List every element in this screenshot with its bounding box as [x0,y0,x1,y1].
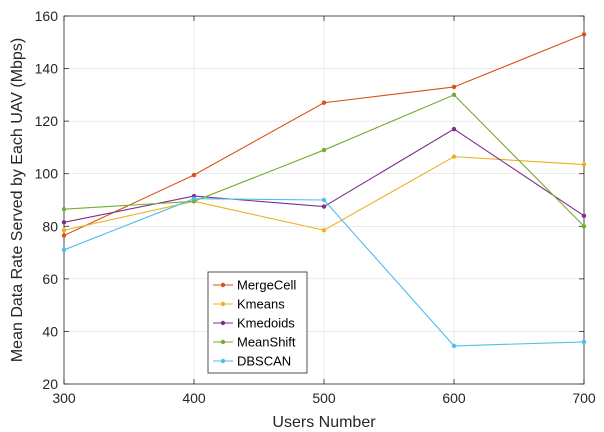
y-tick-label: 100 [35,166,59,182]
x-tick-label: 600 [442,390,466,406]
data-point-meanshift [61,207,67,212]
data-point-mergecell [191,172,197,178]
legend-label-dbscan: DBSCAN [237,354,291,369]
data-point-kmeans [451,154,457,159]
y-tick-label: 160 [35,8,59,24]
series-group [61,32,587,349]
data-point-kmedoids [451,126,457,132]
x-axis-label: Users Number [272,414,376,431]
data-point-kmedoids [61,220,67,225]
data-point-dbscan [321,197,327,203]
data-point-mergecell [61,233,67,238]
legend-marker-mergecell [220,282,226,288]
data-point-dbscan [451,343,457,349]
y-axis-label: Mean Data Rate Served by Each UAV (Mbps) [9,38,26,362]
data-point-mergecell [321,100,327,105]
y-tick-label: 20 [42,376,58,392]
legend-marker-dbscan [220,358,226,364]
legend-label-kmedoids: Kmedoids [237,316,295,331]
legend-label-kmeans: Kmeans [237,297,285,312]
data-point-kmeans [581,162,587,167]
data-point-dbscan [581,339,587,345]
data-point-mergecell [451,84,457,90]
legend-label-mergecell: MergeCell [237,278,296,293]
data-point-kmeans [61,228,67,233]
data-point-kmeans [321,228,327,233]
legend-marker-meanshift [220,339,226,345]
y-tick-label: 60 [42,271,58,287]
axis-ticks: 300 400 500 600 700 20 40 60 80 100 120 140 160 [35,8,596,406]
legend-marker-kmedoids [220,320,226,326]
data-point-dbscan [61,247,67,253]
y-tick-label: 40 [42,323,58,339]
y-tick-label: 80 [42,218,58,234]
x-tick-label: 500 [312,390,336,406]
data-point-meanshift [321,147,327,153]
data-point-kmedoids [321,204,327,209]
y-tick-label: 120 [35,113,59,129]
y-tick-label: 140 [35,61,59,77]
data-point-kmedoids [581,213,587,218]
data-point-meanshift [451,92,457,98]
x-tick-label: 300 [52,390,76,406]
legend: MergeCell Kmeans Kmedoids MeanShift DBSCAN [207,271,308,374]
legend-marker-kmeans [220,301,226,307]
data-point-meanshift [581,224,587,229]
legend-label-meanshift: MeanShift [237,335,296,350]
data-point-dbscan [191,196,197,201]
x-tick-label: 700 [572,390,596,406]
data-point-mergecell [581,32,587,37]
x-tick-label: 400 [182,390,206,406]
